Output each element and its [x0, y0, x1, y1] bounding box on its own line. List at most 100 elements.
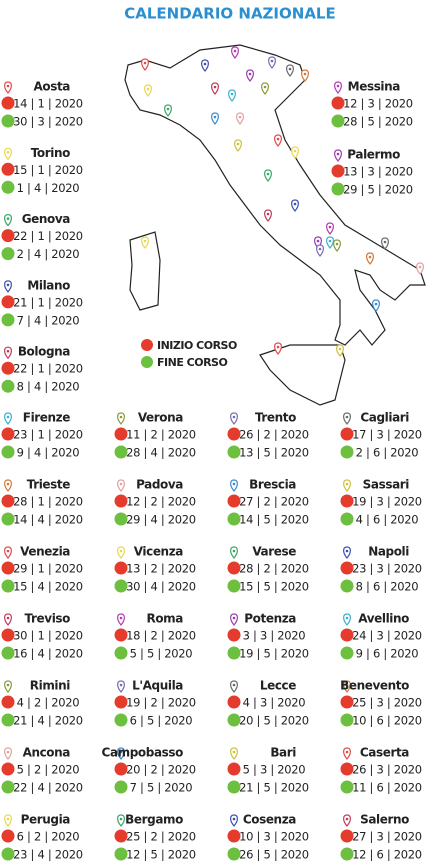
- end-date: 21 | 5 | 2020: [239, 781, 309, 795]
- start-dot: [1, 695, 15, 709]
- pin: [264, 169, 272, 182]
- start-date: 5 | 3 | 2020: [243, 763, 306, 777]
- end-dot: [1, 646, 15, 660]
- pin-dot: [119, 549, 123, 553]
- end-dot: [1, 847, 15, 861]
- pin-dot: [213, 85, 217, 89]
- pin: [234, 139, 242, 152]
- city-name: Palermo: [347, 148, 400, 162]
- pin: [333, 239, 341, 252]
- end-dot: [340, 847, 354, 861]
- end-dot: [1, 579, 15, 593]
- pin: [117, 747, 125, 760]
- end-date: 4 | 6 | 2020: [356, 513, 419, 527]
- pin: [291, 199, 299, 212]
- pin: [117, 613, 125, 626]
- city: Avellino 24 | 3 | 2020 9 | 6 | 2020: [340, 612, 422, 661]
- pin: [211, 112, 219, 125]
- end-dot: [340, 512, 354, 526]
- city-name: Torino: [31, 146, 70, 160]
- start-date: 23 | 1 | 2020: [13, 428, 83, 442]
- end-date: 15 | 4 | 2020: [13, 580, 83, 594]
- city-name: Bergamo: [125, 813, 183, 827]
- pin: [4, 213, 12, 227]
- start-date: 22 | 1 | 2020: [13, 229, 83, 243]
- end-date: 30 | 3 | 2020: [13, 115, 83, 129]
- city-name: Rimini: [30, 679, 71, 693]
- end-date: 13 | 5 | 2020: [239, 446, 309, 460]
- start-date: 29 | 1 | 2020: [13, 562, 83, 576]
- city: Lecce 4 | 3 | 2020 20 | 5 | 2020: [227, 679, 309, 728]
- pin: [117, 814, 125, 827]
- pin-dot: [6, 549, 10, 553]
- end-date: 23 | 4 | 2020: [13, 848, 83, 862]
- end-date: 2 | 4 | 2020: [17, 247, 80, 261]
- start-dot: [227, 762, 241, 776]
- pin-dot: [146, 87, 150, 91]
- end-dot: [331, 182, 345, 196]
- city-name: Benevento: [340, 679, 409, 693]
- city: L'Aquila 19 | 2 | 2020 6 | 5 | 2020: [114, 679, 196, 728]
- city: Firenze 23 | 1 | 2020 9 | 4 | 2020: [1, 411, 83, 460]
- pin: [366, 252, 374, 265]
- pin: [4, 680, 12, 693]
- end-dot: [1, 713, 15, 727]
- end-dot: [227, 713, 241, 727]
- city-name: Varese: [252, 545, 296, 559]
- start-date: 17 | 3 | 2020: [352, 428, 422, 442]
- city-name: Cagliari: [360, 411, 409, 425]
- start-date: 13 | 3 | 2020: [343, 165, 413, 179]
- city: Benevento 25 | 3 | 2020 10 | 6 | 2020: [340, 679, 422, 728]
- pin: [274, 342, 282, 355]
- pin: [4, 147, 12, 161]
- pin: [343, 412, 351, 425]
- pin: [230, 680, 238, 693]
- pin-dot: [232, 616, 236, 620]
- start-date: 20 | 2 | 2020: [126, 763, 196, 777]
- pin: [230, 814, 238, 827]
- pin-dot: [119, 482, 123, 486]
- city-name: Sassari: [363, 478, 410, 492]
- end-dot: [114, 780, 128, 794]
- start-dot: [1, 229, 15, 243]
- pin-dot: [6, 616, 10, 620]
- city-name: Trento: [255, 411, 296, 425]
- city: Milano 21 | 1 | 2020 7 | 4 | 2020: [1, 278, 83, 327]
- city: Torino 15 | 1 | 2020 1 | 4 | 2020: [1, 146, 83, 195]
- end-date: 7 | 5 | 2020: [130, 781, 193, 795]
- end-date: 9 | 6 | 2020: [356, 647, 419, 661]
- start-dot: [1, 628, 15, 642]
- end-date: 11 | 6 | 2020: [352, 781, 422, 795]
- start-dot: [1, 561, 15, 575]
- start-date: 12 | 2 | 2020: [126, 495, 196, 509]
- city-name: Avellino: [358, 612, 409, 626]
- pin: [343, 814, 351, 827]
- pin: [334, 81, 342, 94]
- end-dot: [227, 445, 241, 459]
- pin-dot: [236, 142, 240, 146]
- pin: [230, 747, 238, 760]
- pin: [4, 280, 12, 293]
- start-date: 4 | 2 | 2020: [17, 696, 80, 710]
- end-date: 6 | 5 | 2020: [130, 714, 193, 728]
- end-dot: [340, 780, 354, 794]
- pin-dot: [374, 302, 378, 306]
- pin-dot: [143, 239, 147, 243]
- start-dot: [114, 427, 128, 441]
- start-dot: [227, 695, 241, 709]
- pin-dot: [316, 239, 320, 243]
- start-date: 6 | 2 | 2020: [17, 830, 80, 844]
- city: Napoli 23 | 3 | 2020 8 | 6 | 2020: [340, 545, 422, 594]
- pin: [336, 344, 344, 357]
- pin-dot: [6, 84, 10, 88]
- city-name: Cosenza: [243, 813, 296, 827]
- pin: [4, 814, 12, 827]
- end-date: 9 | 4 | 2020: [17, 446, 80, 460]
- pin: [4, 747, 12, 760]
- pin: [4, 546, 12, 559]
- city: Trento 26 | 2 | 2020 13 | 5 | 2020: [227, 411, 309, 460]
- end-dot: [1, 379, 15, 393]
- city: Roma 18 | 2 | 2020 5 | 5 | 2020: [114, 612, 196, 661]
- pin-dot: [303, 72, 307, 76]
- pin-dot: [418, 265, 422, 269]
